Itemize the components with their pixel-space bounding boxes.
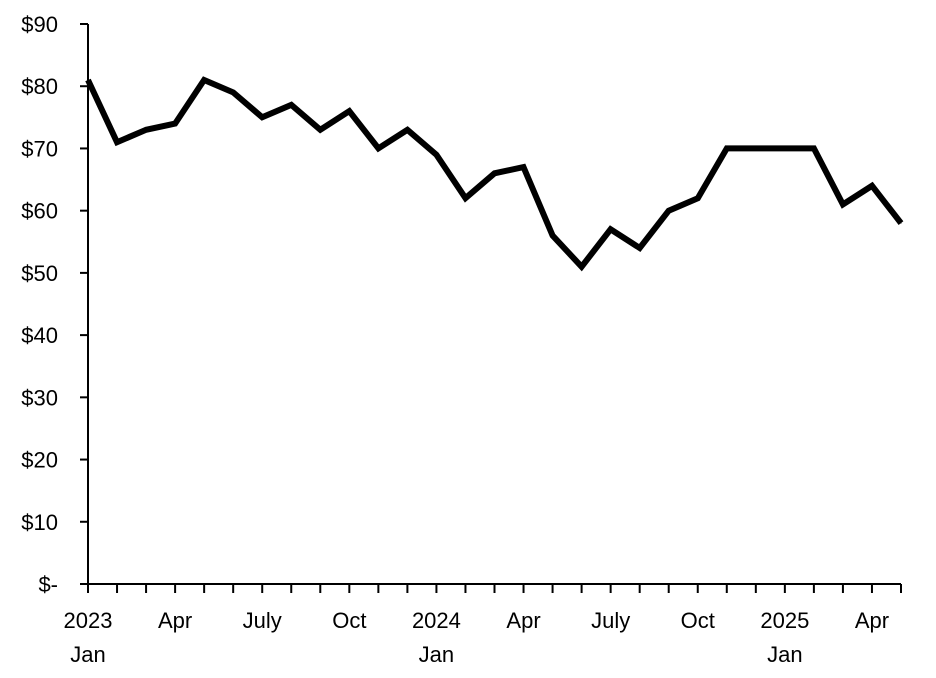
data-point [464,197,466,199]
data-point [842,203,844,205]
x-tick-label: Jan [767,642,802,667]
x-tick-label: July [243,608,282,633]
data-point [290,104,292,106]
data-point [348,110,350,112]
data-point [435,154,437,156]
data-point [813,147,815,149]
y-tick-label: $60 [21,199,58,224]
data-point [261,116,263,118]
data-point [871,185,873,187]
x-tick-label: Jan [70,642,105,667]
data-point [523,166,525,168]
y-axis: $- $10 $20 $30 $40 $50 $60 $70 $80 $90 [21,12,89,597]
data-point [697,197,699,199]
data-point [668,210,670,212]
x-tick-label: Apr [506,608,540,633]
y-tick-label: $- [38,572,58,597]
y-tick-label: $20 [21,448,58,473]
y-tick-label: $80 [21,74,58,99]
y-tick-label: $90 [21,12,58,37]
series-layer [85,76,904,272]
x-tick-label: July [591,608,630,633]
data-point [406,129,408,131]
data-point [116,141,118,143]
data-point [494,172,495,174]
x-tick-label: Apr [855,608,889,633]
data-point [203,79,205,81]
data-point [145,129,147,131]
data-point [639,247,641,249]
data-point [232,91,234,93]
x-axis: 2023 Jan Apr July Oct 2024 Jan Apr July Oct 2025 Ja… [64,583,902,667]
x-tick-label: 2023 [64,608,113,633]
y-tick-label: $50 [21,261,58,286]
data-point [581,266,583,268]
x-tick-label: Oct [332,608,366,633]
data-point [755,147,757,149]
x-tick-label: 2024 [412,608,461,633]
data-point [319,129,321,131]
data-point [174,123,176,125]
data-point [377,147,379,149]
data-point [610,228,612,230]
y-tick-label: $10 [21,510,58,535]
data-point [784,147,786,149]
data-point [900,222,902,224]
x-tick-label: Apr [158,608,192,633]
data-point [726,147,728,149]
data-point [552,235,554,237]
y-tick-label: $30 [21,385,58,410]
y-tick-label: $40 [21,323,58,348]
x-tick-label: Oct [681,608,715,633]
x-tick-label: 2025 [760,608,809,633]
data-point [87,79,89,81]
x-tick-label: Jan [419,642,454,667]
y-tick-label: $70 [21,136,58,161]
